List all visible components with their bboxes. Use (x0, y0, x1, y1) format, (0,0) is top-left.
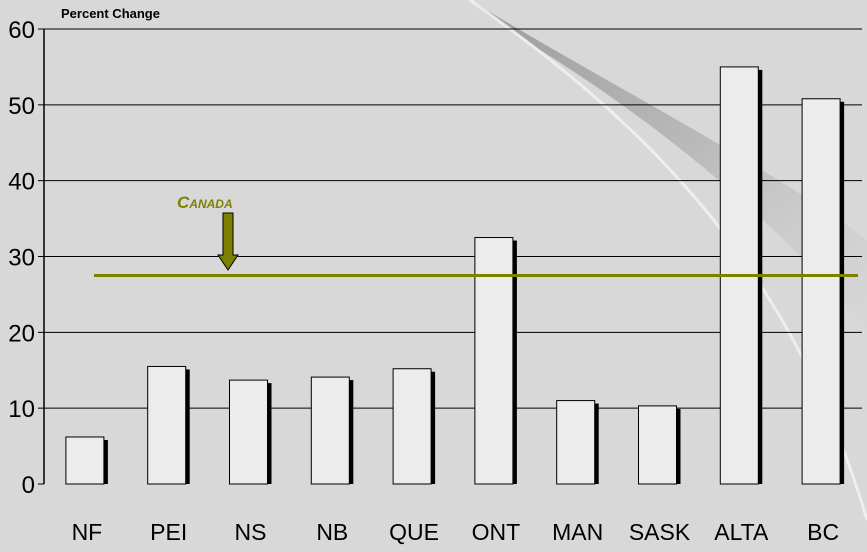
x-tick-label: MAN (552, 519, 603, 545)
bar (310, 376, 350, 485)
bar (638, 405, 677, 485)
y-tick-label: 10 (8, 396, 35, 423)
bar (65, 436, 105, 485)
y-tick-label: 0 (22, 472, 35, 499)
x-tick-label: ONT (472, 519, 521, 545)
y-tick-label: 40 (8, 169, 35, 196)
x-tick-label: BC (807, 519, 839, 545)
arrow-down-icon (217, 212, 239, 271)
bar (147, 365, 187, 485)
x-tick-label: NB (316, 519, 348, 545)
bar (556, 400, 596, 485)
bar (392, 368, 432, 485)
x-tick-label: ALTA (714, 519, 769, 545)
x-tick-label: NF (72, 519, 103, 545)
bar (801, 98, 841, 485)
y-tick-label: 30 (8, 245, 35, 272)
y-axis-label: Percent Change (61, 6, 160, 21)
x-tick-label: NS (235, 519, 267, 545)
y-tick-label: 20 (8, 320, 35, 347)
x-tick-label: QUE (389, 519, 439, 545)
y-tick-label: 60 (8, 17, 35, 44)
bar (229, 379, 268, 485)
y-tick-label: 50 (8, 93, 35, 120)
x-tick-label: SASK (629, 519, 691, 545)
canada-label: Canada (177, 193, 233, 212)
bar (474, 237, 514, 485)
x-tick-label: PEI (150, 519, 187, 545)
